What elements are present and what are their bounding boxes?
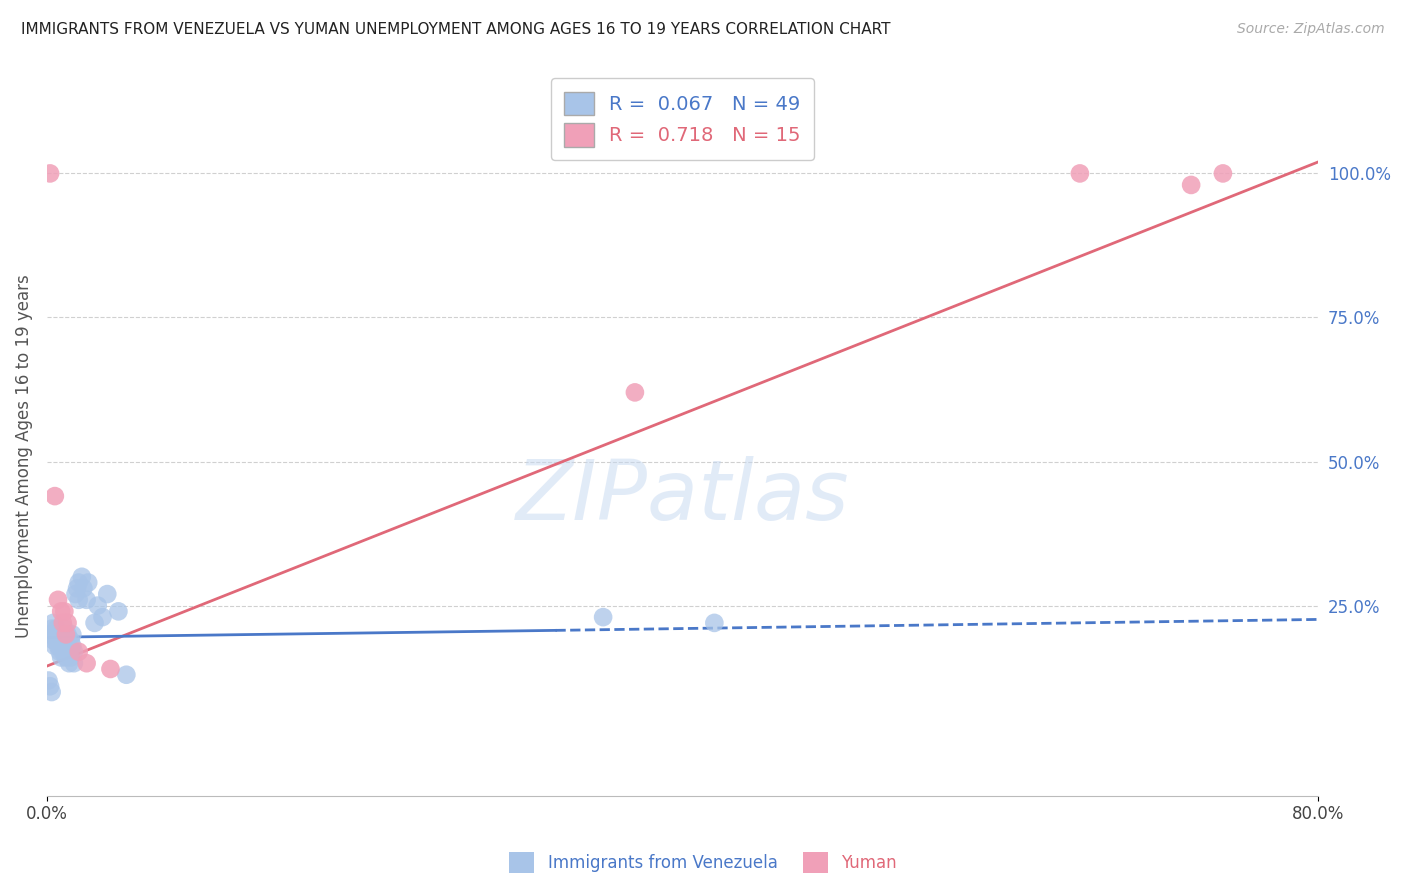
Point	[1069, 166, 1091, 180]
Point	[91, 610, 114, 624]
Point	[67, 645, 90, 659]
Point	[70, 570, 93, 584]
Point	[96, 587, 118, 601]
Point	[55, 633, 77, 648]
Point	[51, 650, 73, 665]
Y-axis label: Unemployment Among Ages 16 to 19 years: Unemployment Among Ages 16 to 19 years	[15, 274, 32, 638]
Point	[46, 592, 69, 607]
Point	[48, 633, 70, 648]
Point	[624, 385, 647, 400]
Point	[52, 645, 75, 659]
Point	[53, 639, 76, 653]
Legend: R =  0.067   N = 49, R =  0.718   N = 15: R = 0.067 N = 49, R = 0.718 N = 15	[551, 78, 814, 161]
Point	[53, 622, 76, 636]
Point	[60, 627, 83, 641]
Point	[63, 645, 86, 659]
Point	[52, 615, 75, 630]
Point	[59, 633, 82, 648]
Point	[76, 592, 98, 607]
Legend: Immigrants from Venezuela, Yuman: Immigrants from Venezuela, Yuman	[503, 846, 903, 880]
Point	[46, 627, 69, 641]
Point	[66, 582, 89, 596]
Point	[53, 604, 76, 618]
Point	[59, 650, 82, 665]
Point	[39, 166, 62, 180]
Point	[52, 627, 75, 641]
Point	[77, 575, 100, 590]
Point	[48, 645, 70, 659]
Point	[51, 604, 73, 618]
Point	[60, 639, 83, 653]
Point	[72, 582, 94, 596]
Point	[107, 604, 129, 618]
Text: ZIPatlas: ZIPatlas	[516, 456, 849, 537]
Point	[46, 639, 69, 653]
Point	[58, 657, 80, 671]
Text: IMMIGRANTS FROM VENEZUELA VS YUMAN UNEMPLOYMENT AMONG AGES 16 TO 19 YEARS CORREL: IMMIGRANTS FROM VENEZUELA VS YUMAN UNEMP…	[21, 22, 890, 37]
Point	[44, 489, 66, 503]
Point	[1180, 178, 1202, 192]
Point	[115, 667, 138, 681]
Point	[41, 685, 63, 699]
Point	[44, 627, 66, 641]
Point	[39, 627, 62, 641]
Point	[1212, 166, 1234, 180]
Point	[56, 615, 79, 630]
Point	[67, 592, 90, 607]
Point	[56, 627, 79, 641]
Point	[37, 673, 59, 688]
Point	[41, 622, 63, 636]
Point	[65, 587, 87, 601]
Point	[45, 633, 67, 648]
Point	[56, 639, 79, 653]
Point	[100, 662, 122, 676]
Point	[592, 610, 614, 624]
Point	[83, 615, 105, 630]
Point	[67, 575, 90, 590]
Point	[51, 639, 73, 653]
Point	[45, 622, 67, 636]
Point	[39, 679, 62, 693]
Point	[55, 650, 77, 665]
Point	[42, 615, 65, 630]
Point	[76, 657, 98, 671]
Text: Source: ZipAtlas.com: Source: ZipAtlas.com	[1237, 22, 1385, 37]
Point	[63, 657, 86, 671]
Point	[58, 645, 80, 659]
Point	[87, 599, 110, 613]
Point	[42, 633, 65, 648]
Point	[703, 615, 725, 630]
Point	[44, 639, 66, 653]
Point	[55, 627, 77, 641]
